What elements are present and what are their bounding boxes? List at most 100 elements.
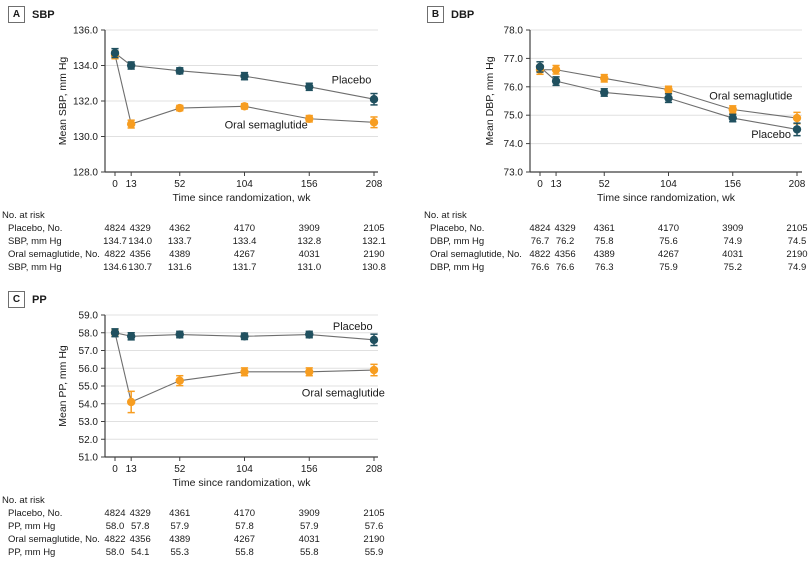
series-annotation: Placebo: [751, 129, 791, 141]
x-tick-label: 156: [301, 464, 318, 475]
panel-title-dbp: DBP: [451, 8, 475, 21]
x-tick-label: 0: [112, 179, 118, 190]
data-point: [664, 93, 673, 103]
x-axis-label: Time since randomization, wk: [173, 477, 312, 489]
data-point: [600, 74, 609, 83]
series-annotation: Oral semaglutide: [225, 120, 308, 132]
data-point: [792, 125, 802, 134]
risk-cell: 4329: [554, 223, 576, 234]
risk-cell: 4267: [233, 249, 256, 260]
data-point: [600, 88, 609, 97]
x-tick-label: 208: [366, 179, 383, 190]
risk-cell: 4170: [233, 508, 256, 519]
risk-cell: 55.3: [170, 547, 190, 558]
risk-cell: 4267: [233, 534, 256, 545]
data-point: [792, 113, 802, 123]
data-point: [240, 71, 249, 81]
risk-cell: 130.7: [128, 262, 153, 273]
panel-sbp: A SBP 128.0 130.0 132.0 134.0 136.0 0 13 52 104 1…: [0, 0, 405, 280]
x-tick-label: 52: [174, 179, 186, 190]
x-tick-label: 104: [236, 179, 253, 190]
series-annotation: Placebo: [333, 321, 373, 333]
risk-cell: 132.1: [362, 236, 386, 247]
risk-cell: 76.3: [595, 262, 614, 273]
data-point: [728, 113, 737, 123]
risk-cell: 4361: [593, 223, 615, 234]
data-point: [240, 332, 249, 341]
data-point: [240, 102, 249, 111]
risk-cell: 132.8: [297, 236, 322, 247]
data-point: [728, 105, 737, 114]
y-axis-label: Mean DBP, mm Hg: [484, 56, 496, 145]
risk-cell: 76.7: [530, 236, 550, 247]
pp-chart: 51.0 52.0 53.0 54.0 55.0 56.0 57.0 58.0 59.0 0 13 5…: [57, 311, 385, 490]
y-tick-label: 78.0: [504, 26, 524, 37]
risk-table-header: No. at risk: [424, 210, 467, 221]
risk-cell: 4389: [169, 249, 191, 260]
y-tick-label: 73.0: [504, 168, 524, 179]
y-axis-label: Mean SBP, mm Hg: [57, 57, 69, 146]
risk-cell: 131.0: [297, 262, 322, 273]
series-placebo: [110, 328, 379, 347]
y-axis-label: Mean PP, mm Hg: [57, 345, 69, 427]
risk-row-label: Oral semaglutide, No.: [8, 249, 100, 260]
data-point: [551, 65, 561, 74]
risk-cell: 4267: [657, 249, 680, 260]
y-tick-label: 56.0: [79, 364, 99, 375]
series-semaglutide: [110, 328, 379, 414]
risk-cell: 2190: [363, 249, 385, 260]
risk-cell: 57.8: [235, 521, 254, 532]
series-annotation: Oral semaglutide: [302, 388, 385, 400]
risk-row-label: SBP, mm Hg: [8, 236, 62, 247]
risk-cell: 2105: [363, 223, 385, 234]
risk-cell: 75.2: [723, 262, 743, 273]
risk-cell: 76.6: [530, 262, 550, 273]
risk-cell: 75.8: [595, 236, 614, 247]
data-point: [175, 66, 184, 76]
panel-tag-b: B: [427, 6, 444, 23]
x-tick-label: 0: [537, 179, 543, 190]
y-tick-label: 77.0: [504, 54, 524, 65]
risk-cell: 4824: [104, 223, 126, 234]
data-point: [175, 330, 184, 339]
data-point: [126, 332, 136, 341]
risk-cell: 4822: [104, 249, 126, 260]
data-point: [110, 328, 120, 337]
risk-row-label: Oral semaglutide, No.: [430, 249, 522, 260]
risk-cell: 4824: [104, 508, 126, 519]
x-tick-label: 156: [301, 179, 318, 190]
risk-row-label: PP, mm Hg: [8, 521, 56, 532]
y-tick-label: 75.0: [504, 111, 524, 122]
risk-row-label: PP, mm Hg: [8, 547, 56, 558]
panel-sbp-header: A SBP: [8, 6, 55, 23]
data-point: [126, 61, 136, 70]
data-point: [240, 367, 249, 376]
panel-tag-c: C: [8, 291, 25, 308]
y-tick-label: 58.0: [79, 328, 99, 339]
risk-cell: 4356: [554, 249, 576, 260]
risk-cell: 4329: [129, 508, 151, 519]
risk-cell: 4170: [233, 223, 256, 234]
risk-cell: 74.5: [787, 236, 807, 247]
risk-cell: 57.9: [170, 521, 190, 532]
data-point: [551, 76, 561, 86]
risk-table-header: No. at risk: [2, 495, 45, 506]
risk-cell: 4822: [104, 534, 126, 545]
risk-cell: 3909: [298, 508, 320, 519]
y-tick-label: 76.0: [504, 82, 524, 93]
pp-risk-table: No. at risk Placebo, No. 4824 4329 4361 4170 3…: [0, 495, 405, 565]
risk-cell: 4389: [169, 534, 191, 545]
risk-cell: 134.7: [103, 236, 127, 247]
risk-cell: 75.6: [659, 236, 678, 247]
series-line-semaglutide: [114, 332, 375, 403]
data-point: [535, 62, 545, 72]
series-line-semaglutide: [114, 54, 375, 125]
risk-cell: 133.4: [232, 236, 257, 247]
y-tick-label: 54.0: [79, 399, 99, 410]
risk-cell: 54.1: [130, 547, 150, 558]
data-point: [305, 114, 314, 123]
y-tick-label: 52.0: [79, 435, 99, 446]
series-annotation: Placebo: [332, 74, 372, 86]
risk-cell: 4356: [129, 534, 151, 545]
